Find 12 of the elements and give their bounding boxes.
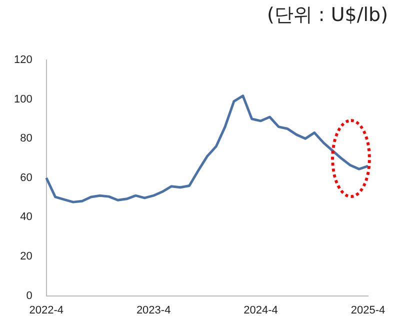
y-tick-label: 80 [20,132,32,145]
y-tick-label: 20 [20,250,32,263]
y-tick-label: 100 [14,93,32,106]
x-tick-label: 2022-4 [29,304,64,316]
y-tick-label: 60 [20,172,32,184]
x-tick-label: 2024-4 [244,304,278,316]
y-tick-label: 40 [20,211,32,224]
y-tick-label: 0 [26,290,32,302]
text: (단위 : U$/lb) [266,3,388,28]
x-tick-label: 2023-4 [136,304,171,316]
x-tick-label: 2025-4 [350,304,386,316]
y-tick-label: 120 [14,54,32,66]
